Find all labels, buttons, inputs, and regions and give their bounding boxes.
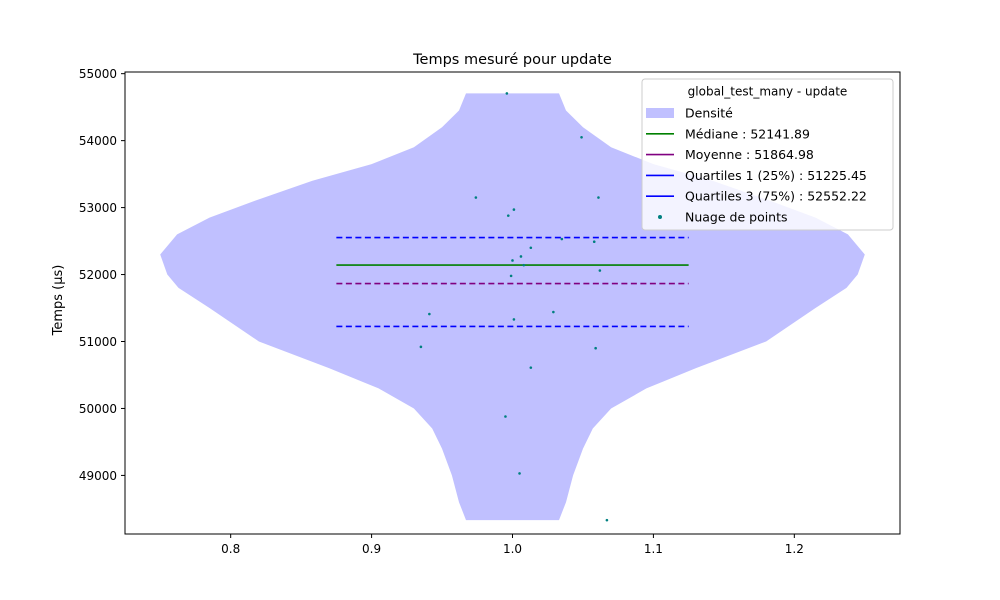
scatter-point	[529, 246, 533, 250]
y-tick-label: 52000	[79, 268, 117, 282]
scatter-point	[592, 240, 596, 244]
chart-title: Temps mesuré pour update	[412, 52, 612, 68]
y-axis: 49000 50000 51000 52000 53000 54000 55000	[79, 67, 125, 483]
legend-entry-label: Quartiles 3 (75%) : 52552.22	[685, 189, 867, 204]
y-tick-label: 50000	[79, 402, 117, 416]
x-tick-label: 1.1	[644, 542, 663, 556]
scatter-point	[597, 196, 600, 199]
y-tick-label: 53000	[79, 201, 117, 215]
legend-entry-label: Moyenne : 51864.98	[685, 147, 814, 162]
scatter-point	[504, 415, 507, 418]
x-tick-label: 0.8	[221, 542, 240, 556]
stat-lines	[336, 236, 689, 328]
scatter-point	[474, 196, 478, 199]
scatter-points	[419, 92, 609, 522]
legend-entry-label: Nuage de points	[685, 210, 788, 225]
legend-title: global_test_many - update	[688, 85, 848, 99]
y-axis-label: Temps (µs)	[51, 265, 66, 337]
scatter-point	[594, 346, 597, 350]
scatter-point	[598, 269, 602, 272]
y-tick-label: 54000	[79, 134, 117, 148]
scatter-point	[512, 208, 516, 211]
y-tick-label: 55000	[79, 67, 117, 81]
legend-entry-label: Quartiles 1 (25%) : 51225.45	[685, 168, 867, 183]
legend-handle-marker	[658, 215, 662, 219]
scatter-point	[529, 366, 533, 369]
scatter-point	[552, 310, 555, 314]
legend-entry-label: Médiane : 52141.89	[685, 126, 810, 141]
scatter-point	[511, 259, 514, 262]
scatter-point	[519, 255, 523, 258]
scatter-point	[522, 263, 526, 267]
scatter-point	[518, 472, 521, 475]
legend-entry-label: Densité	[685, 106, 733, 121]
legend: global_test_many - update Densité Médiane …	[641, 78, 894, 231]
y-tick-label: 49000	[79, 469, 117, 483]
x-tick-label: 0.9	[362, 542, 381, 556]
scatter-point	[509, 274, 513, 278]
scatter-point	[419, 345, 423, 349]
legend-box	[641, 78, 894, 231]
y-tick-label: 51000	[79, 335, 117, 349]
scatter-point	[580, 135, 583, 139]
x-tick-label: 1.0	[503, 542, 522, 556]
scatter-point	[506, 214, 510, 217]
scatter-point	[428, 312, 431, 316]
x-tick-label: 1.2	[785, 542, 804, 556]
scatter-point	[512, 318, 516, 321]
scatter-point	[505, 92, 509, 95]
scatter-point	[560, 237, 564, 241]
scatter-point	[605, 518, 609, 522]
legend-handle-patch	[646, 108, 674, 118]
x-axis: 0.8 0.9 1.0 1.1 1.2	[221, 534, 804, 556]
